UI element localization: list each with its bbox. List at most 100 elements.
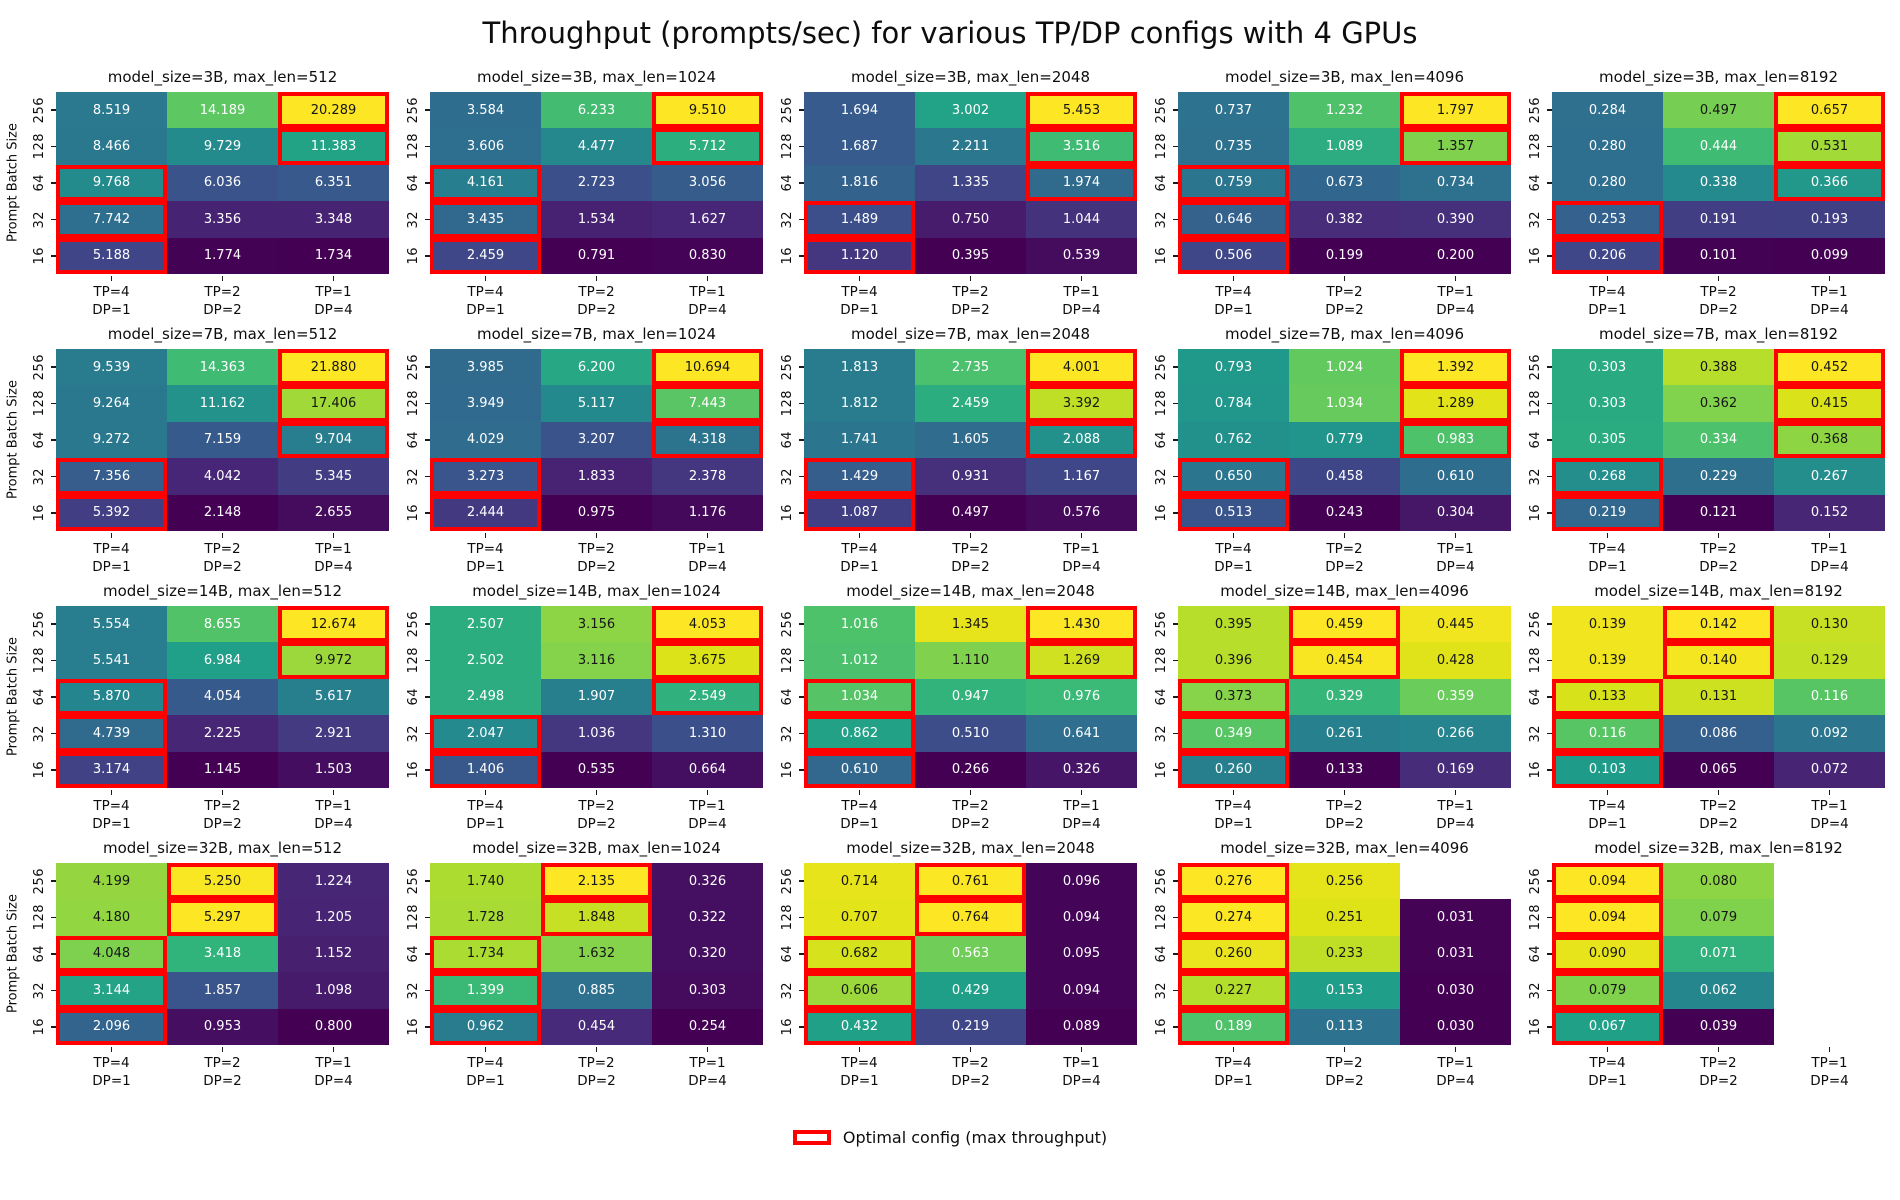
y-tick-label: 16: [780, 504, 795, 522]
y-tick-mark: [425, 769, 430, 771]
subplot-title: model_size=7B, max_len=8192: [1598, 325, 1839, 343]
y-tick-labels: 256 128 64 32 16: [1137, 863, 1178, 1045]
heatmap: 0.793 1.024 1.392 0.784 1.034 1.289 0.762 0.779…: [1178, 349, 1511, 531]
heatmap-cell: 1.034: [1289, 385, 1400, 422]
heatmap-cell: 0.737: [1178, 92, 1289, 129]
x-tick-mark: [595, 1047, 598, 1052]
heatmap-cell: 1.232: [1289, 92, 1400, 129]
x-tick-label: DP=2: [1325, 558, 1364, 575]
x-tick-label: DP=2: [951, 1072, 990, 1089]
x-tick-label: TP=4: [1215, 284, 1252, 300]
x-tick-label: TP=1: [1811, 798, 1848, 814]
heatmap-cell: 8.466: [56, 128, 167, 165]
heatmap-cell: 9.539: [56, 349, 167, 386]
y-tick-label: 128: [1154, 904, 1169, 931]
heatmap-cell: 0.734: [1400, 164, 1511, 202]
x-tick-label: DP=2: [951, 301, 990, 318]
y-tick-label: 256: [406, 868, 421, 895]
x-tick-label: DP=1: [1214, 558, 1253, 575]
x-tick-label: DP=1: [840, 1072, 879, 1089]
heatmap-cell: 14.363: [167, 349, 278, 386]
x-tick-label: DP=2: [951, 815, 990, 832]
y-tick-mark: [51, 916, 56, 919]
y-tick-label: 32: [406, 210, 421, 229]
heatmap-cell-optimal: 0.415: [1774, 385, 1885, 422]
y-tick-label: 256: [1154, 611, 1169, 638]
heatmap-cell: 3.348: [278, 201, 389, 238]
y-tick: 16: [15, 238, 56, 274]
y-tick-mark: [425, 182, 430, 184]
y-tick-mark: [51, 439, 56, 441]
y-tick-mark: [1173, 880, 1178, 882]
heatmap-cell: 0.303: [1552, 385, 1663, 422]
y-tick-label: 64: [1528, 945, 1543, 963]
heatmap-cell: 0.334: [1663, 421, 1774, 459]
x-tick-label: TP=1: [315, 798, 352, 814]
subplot-title: model_size=32B, max_len=1024: [472, 839, 721, 857]
heatmap-cell: 3.584: [430, 92, 541, 129]
y-tick-labels: 256 128 64 32 16: [1511, 606, 1552, 788]
y-tick: 64: [1137, 936, 1178, 972]
heatmap-cell: [1774, 899, 1885, 935]
x-tick-labels: TP=4 DP=1 TP=2 DP=2 TP=1 DP=4: [56, 274, 389, 323]
heatmap: 0.276 0.256 0.274 0.251 0.031 0.260 0.233 0.031…: [1178, 863, 1511, 1045]
heatmap-cell: 0.947: [915, 678, 1026, 716]
x-tick-label: TP=4: [1215, 541, 1252, 557]
x-tick-labels: TP=4 DP=1 TP=2 DP=2 TP=1 DP=4: [430, 788, 763, 837]
heatmap-cell-optimal: 2.047: [430, 715, 541, 752]
x-tick-mark: [706, 276, 709, 281]
x-tick-mark: [1828, 276, 1831, 281]
x-tick-mark: [110, 790, 113, 795]
y-tick-label: 128: [780, 904, 795, 931]
y-tick-label: 128: [1528, 390, 1543, 417]
y-tick-label: 256: [1528, 868, 1543, 895]
heatmap-cell-optimal: 0.094: [1552, 899, 1663, 936]
x-tick: TP=1 DP=4: [1774, 533, 1885, 580]
y-tick: 64: [15, 679, 56, 715]
heatmap-cell: [1774, 863, 1885, 899]
x-tick-label: DP=2: [1325, 301, 1364, 318]
heatmap-cell: 1.089: [1289, 128, 1400, 165]
y-tick-label: 32: [1528, 210, 1543, 229]
y-tick-label: 256: [1154, 354, 1169, 381]
x-tick-mark: [332, 276, 335, 281]
x-tick-label: DP=2: [1325, 1072, 1364, 1089]
heatmap-cell-optimal: 0.116: [1552, 715, 1663, 752]
subplot-title: model_size=7B, max_len=1024: [476, 325, 717, 343]
heatmap-cell-optimal: 1.034: [804, 678, 915, 716]
heatmap-cell: 0.610: [1400, 458, 1511, 495]
heatmap-cell-optimal: 0.862: [804, 715, 915, 752]
heatmap-cell-optimal: 0.650: [1178, 458, 1289, 495]
heatmap-cell: 0.976: [1026, 678, 1137, 716]
x-tick-label: TP=4: [93, 798, 130, 814]
x-tick-label: DP=4: [1062, 301, 1101, 318]
y-tick: 256: [1511, 92, 1552, 128]
y-tick-mark: [1547, 402, 1552, 405]
x-tick-mark: [1717, 1047, 1720, 1052]
heatmap-cell: 0.750: [915, 201, 1026, 238]
heatmap-cell: 5.541: [56, 642, 167, 679]
y-tick: 32: [15, 458, 56, 494]
heatmap-cell-optimal: 5.392: [56, 494, 167, 531]
x-tick-mark: [1343, 276, 1346, 281]
x-tick-mark: [706, 533, 709, 538]
x-tick: TP=1 DP=4: [278, 1047, 389, 1094]
heatmap-cell-optimal: 3.144: [56, 972, 167, 1009]
y-tick: 64: [1511, 936, 1552, 972]
subplot-14B-2048: model_size=14B, max_len=2048 256 128 64 32 16…: [763, 580, 1137, 837]
heatmap-cell-optimal: 0.657: [1774, 92, 1885, 129]
legend-label: Optimal config (max throughput): [842, 1128, 1108, 1147]
subplot-body: 256 128 64 32 16 0.793 1.024 1.392 0.784 1.034 1.2…: [1137, 349, 1511, 531]
x-tick: TP=1 DP=4: [652, 533, 763, 580]
x-tick-label: DP=2: [203, 1072, 242, 1089]
heatmap-cell-optimal: 1.848: [541, 899, 652, 936]
heatmap-cell: 0.233: [1289, 935, 1400, 973]
x-tick: TP=2 DP=2: [167, 790, 278, 837]
y-tick: 16: [1511, 495, 1552, 531]
x-tick: TP=4 DP=1: [430, 276, 541, 323]
y-tick: 64: [389, 679, 430, 715]
heatmap-cell-optimal: 4.739: [56, 715, 167, 752]
y-tick: 64: [389, 165, 430, 201]
x-tick-mark: [1606, 276, 1609, 281]
y-tick: 256: [763, 606, 804, 642]
